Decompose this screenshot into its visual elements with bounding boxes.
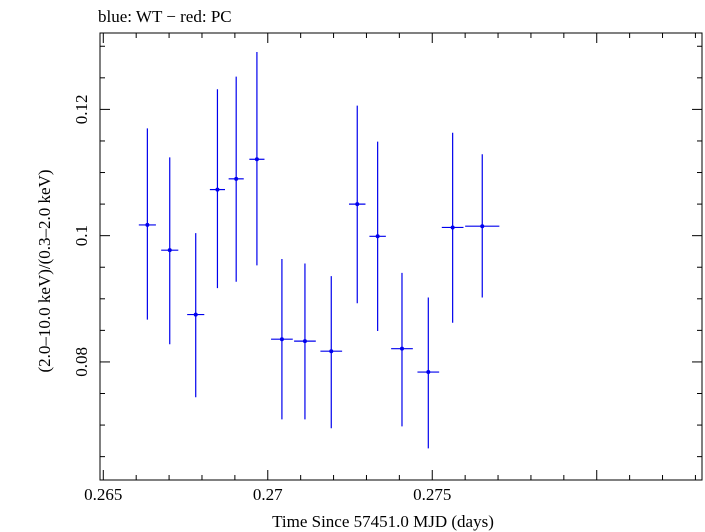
- data-point: [161, 157, 179, 345]
- data-point: [138, 128, 156, 320]
- tick-labels: 0.265 0.27 0.275 0.08 0.1 0.12: [72, 95, 451, 504]
- data-point: [320, 276, 343, 429]
- point-marker: [329, 349, 334, 354]
- data-point: [465, 154, 500, 298]
- y-axis-label: (2.0–10.0 keV)/(0.3–2.0 keV): [35, 169, 54, 372]
- point-marker: [193, 312, 198, 317]
- x-tick-label: 0.275: [413, 485, 451, 504]
- chart-title: blue: WT − red: PC: [98, 7, 232, 26]
- data-point: [209, 89, 226, 289]
- axis-ticks: [100, 33, 702, 480]
- data-point: [294, 263, 316, 420]
- y-tick-label: 0.1: [72, 225, 91, 246]
- x-axis-label: Time Since 57451.0 MJD (days): [272, 512, 494, 531]
- point-marker: [234, 176, 239, 181]
- y-tick-label: 0.12: [72, 95, 91, 125]
- plot-frame: [99, 32, 703, 481]
- data-point: [249, 51, 265, 266]
- data-point: [187, 233, 205, 398]
- y-tick-label: 0.08: [72, 347, 91, 377]
- data-point: [417, 297, 440, 449]
- data-point: [391, 272, 413, 427]
- point-marker: [480, 224, 485, 229]
- data-point: [369, 141, 386, 331]
- point-marker: [375, 234, 380, 239]
- x-tick-label: 0.265: [84, 485, 122, 504]
- point-marker: [167, 248, 172, 253]
- point-marker: [215, 187, 220, 192]
- data-point: [349, 105, 366, 304]
- point-marker: [399, 346, 404, 351]
- point-marker: [355, 202, 360, 207]
- point-marker: [302, 339, 307, 344]
- data-point: [228, 76, 244, 282]
- point-marker: [279, 337, 284, 342]
- point-marker: [426, 370, 431, 375]
- point-marker: [254, 157, 259, 162]
- x-tick-label: 0.27: [253, 485, 283, 504]
- data-point: [441, 132, 464, 323]
- data-point: [271, 259, 293, 420]
- point-marker: [450, 225, 455, 230]
- point-marker: [145, 222, 150, 227]
- data-points: [138, 51, 500, 449]
